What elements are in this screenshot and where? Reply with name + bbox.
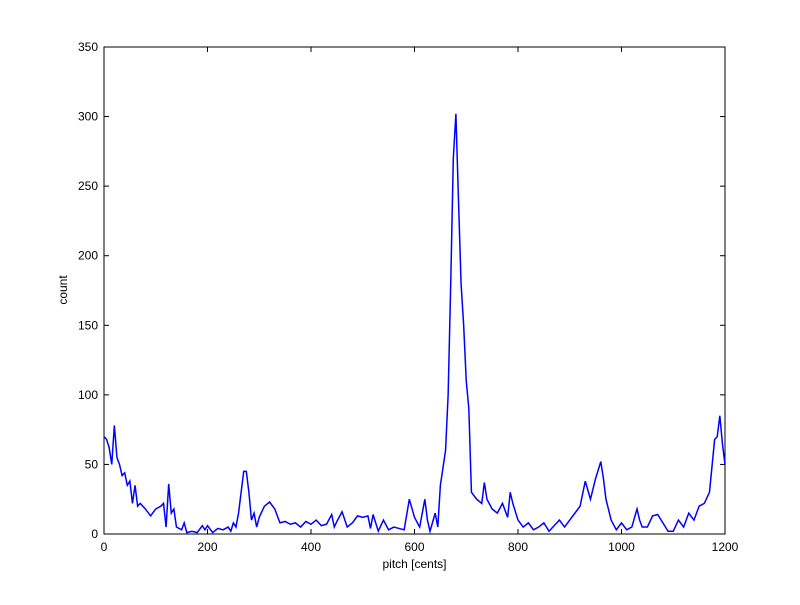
x-axis-label: pitch [cents] bbox=[382, 557, 446, 571]
x-tick-label: 600 bbox=[404, 540, 424, 554]
y-tick-label: 0 bbox=[91, 527, 98, 541]
x-tick-label: 1000 bbox=[608, 540, 635, 554]
y-tick-label: 250 bbox=[78, 179, 98, 193]
y-tick-label: 200 bbox=[78, 249, 98, 263]
y-tick-label: 50 bbox=[85, 457, 99, 471]
line bbox=[103, 113, 726, 535]
x-tick-label: 0 bbox=[101, 540, 108, 554]
y-tick-label: 350 bbox=[78, 40, 98, 54]
y-tick-label: 300 bbox=[78, 110, 98, 124]
x-tick-label: 400 bbox=[301, 540, 321, 554]
y-tick-label: 150 bbox=[78, 318, 98, 332]
plot-frame bbox=[103, 46, 726, 535]
y-axis-label: count bbox=[56, 275, 70, 305]
x-tick-label: 800 bbox=[508, 540, 528, 554]
x-tick-label: 1200 bbox=[712, 540, 739, 554]
y-tick-label: 100 bbox=[78, 388, 98, 402]
x-tick-label: 200 bbox=[197, 540, 217, 554]
